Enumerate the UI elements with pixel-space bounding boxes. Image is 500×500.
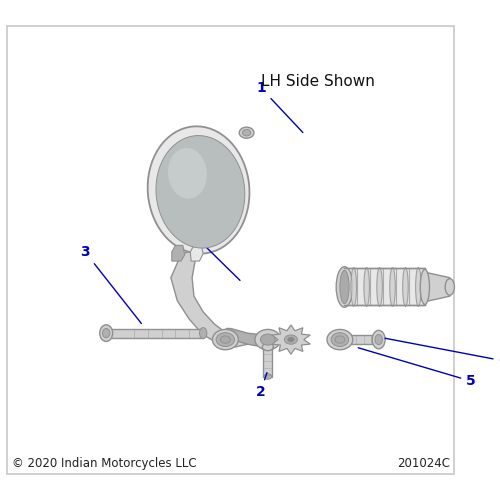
Ellipse shape (262, 344, 274, 350)
Ellipse shape (420, 270, 430, 304)
Ellipse shape (351, 268, 356, 306)
Polygon shape (172, 246, 184, 261)
Text: 201024C: 201024C (397, 457, 450, 470)
Polygon shape (349, 335, 378, 344)
Ellipse shape (260, 334, 275, 345)
Ellipse shape (416, 268, 421, 306)
Ellipse shape (156, 136, 245, 248)
Ellipse shape (336, 266, 353, 308)
Text: 1: 1 (256, 82, 303, 132)
Ellipse shape (372, 330, 385, 349)
Text: 2: 2 (256, 372, 267, 399)
Polygon shape (106, 328, 203, 338)
Text: 3: 3 (80, 245, 142, 324)
Polygon shape (263, 347, 272, 376)
Polygon shape (272, 325, 310, 354)
Ellipse shape (375, 334, 382, 344)
Ellipse shape (200, 328, 207, 338)
Ellipse shape (242, 130, 251, 136)
Polygon shape (344, 268, 425, 306)
Ellipse shape (216, 332, 234, 346)
Ellipse shape (100, 325, 112, 342)
Ellipse shape (327, 330, 353, 349)
Ellipse shape (255, 330, 281, 349)
Text: 5: 5 (358, 348, 476, 388)
Text: 6: 6 (385, 338, 500, 368)
Ellipse shape (148, 126, 250, 254)
Ellipse shape (220, 336, 230, 344)
Ellipse shape (212, 330, 238, 349)
Text: LH Side Shown: LH Side Shown (261, 74, 375, 89)
Polygon shape (171, 250, 254, 347)
Ellipse shape (402, 268, 408, 306)
Text: 4: 4 (187, 226, 240, 280)
Ellipse shape (335, 336, 345, 344)
Ellipse shape (364, 268, 370, 306)
Ellipse shape (288, 338, 294, 342)
Ellipse shape (377, 268, 382, 306)
Polygon shape (425, 272, 450, 302)
Ellipse shape (102, 328, 110, 338)
Text: © 2020 Indian Motorcycles LLC: © 2020 Indian Motorcycles LLC (12, 457, 196, 470)
Polygon shape (190, 246, 203, 261)
Polygon shape (226, 328, 272, 347)
Ellipse shape (168, 148, 207, 198)
Ellipse shape (331, 332, 348, 346)
Ellipse shape (284, 335, 298, 344)
Ellipse shape (264, 374, 272, 380)
Ellipse shape (390, 268, 396, 306)
Ellipse shape (239, 127, 254, 138)
Ellipse shape (445, 278, 454, 295)
Ellipse shape (340, 270, 349, 304)
